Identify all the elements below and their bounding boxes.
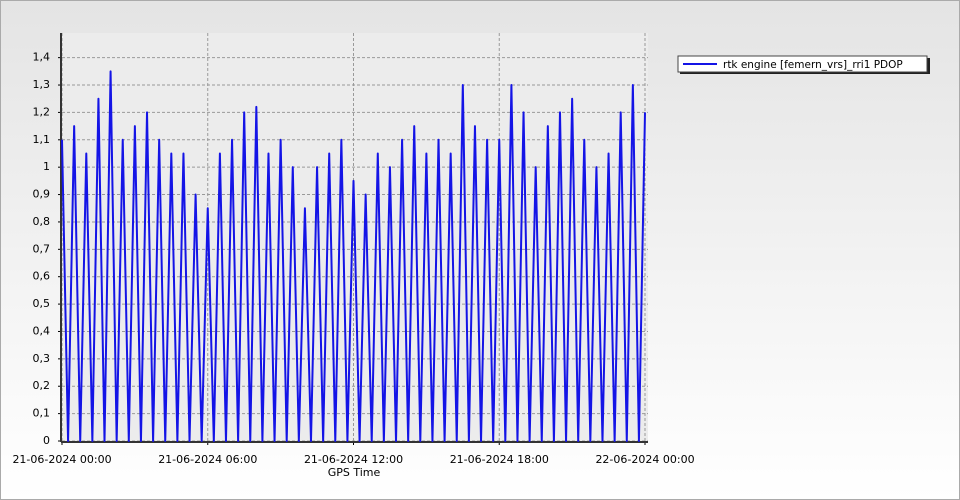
x-tick-label: 22-06-2024 00:00 (595, 453, 694, 466)
y-tick-label: 1 (43, 160, 50, 173)
legend-box (677, 55, 928, 73)
legend-label: rtk engine [femern_vrs]_rri1 PDOP (723, 59, 903, 71)
y-tick-label: 1,4 (33, 51, 51, 64)
y-tick-label: 0,6 (33, 270, 51, 283)
y-tick-label: 0,3 (33, 352, 51, 365)
y-tick-label: 0,1 (33, 407, 51, 420)
y-tick-label: 0,9 (33, 188, 51, 201)
y-tick-label: 0,8 (33, 215, 51, 228)
legend: rtk engine [femern_vrs]_rri1 PDOP (677, 55, 930, 74)
y-tick-label: 0 (43, 434, 50, 447)
y-tick-label: 0,5 (33, 297, 51, 310)
x-tick-label: 21-06-2024 06:00 (158, 453, 257, 466)
data-line (61, 70, 646, 442)
x-tick-label: 21-06-2024 18:00 (450, 453, 549, 466)
y-tick-label: 1,3 (33, 78, 51, 91)
y-tick-label: 1,2 (33, 105, 51, 118)
y-tick-label: 0,2 (33, 379, 51, 392)
y-tick-label: 1,1 (33, 133, 51, 146)
y-tick-label: 0,4 (33, 324, 51, 337)
x-tick-label: 21-06-2024 12:00 (304, 453, 403, 466)
x-axis-title: GPS Time (328, 466, 381, 479)
x-tick-label: 21-06-2024 00:00 (12, 453, 111, 466)
y-tick-label: 0,7 (33, 242, 51, 255)
